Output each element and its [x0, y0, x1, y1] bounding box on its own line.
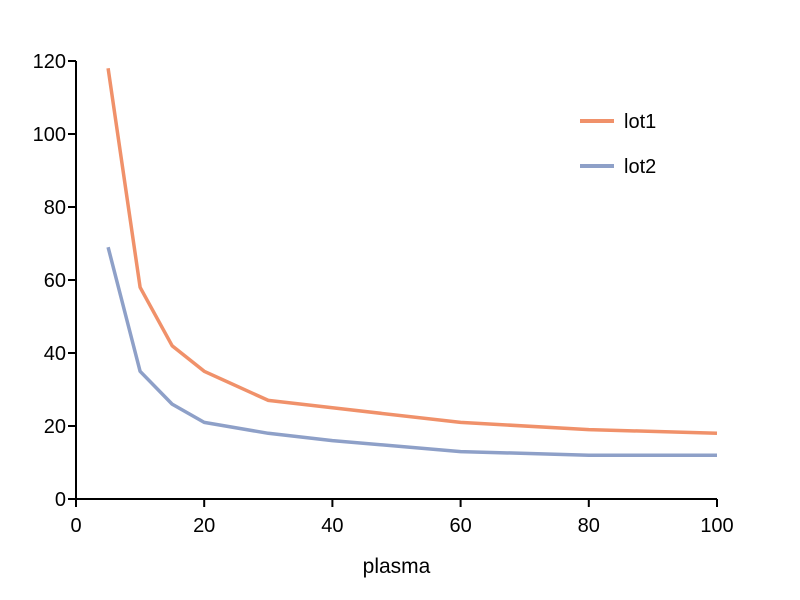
- x-tick-label: 100: [700, 515, 733, 537]
- series-line-lot2: [106, 246, 717, 457]
- series-lines: [106, 68, 718, 457]
- y-tick-label: 0: [55, 489, 66, 511]
- x-tick-label: 20: [193, 515, 215, 537]
- x-axis-title: plasma: [363, 555, 431, 578]
- x-tick-label: 0: [70, 515, 81, 537]
- legend-label-lot2: lot2: [624, 156, 656, 178]
- y-tick-label: 80: [44, 197, 66, 219]
- ticks: 0 20 40 60 80 100 120 0 20 40 60 80 100: [33, 51, 734, 537]
- axes: [75, 61, 717, 500]
- x-tick-label: 60: [449, 515, 471, 537]
- y-tick-label: 120: [33, 51, 66, 73]
- x-tick-label: 40: [321, 515, 343, 537]
- x-tick-label: 80: [578, 515, 600, 537]
- y-tick-label: 20: [44, 416, 66, 438]
- legend-label-lot1: lot1: [624, 111, 656, 133]
- y-tick-label: 60: [44, 270, 66, 292]
- y-tick-label: 100: [33, 124, 66, 146]
- legend: lot1 lot2: [580, 111, 656, 178]
- y-tick-label: 40: [44, 343, 66, 365]
- series-line-lot1: [106, 68, 718, 436]
